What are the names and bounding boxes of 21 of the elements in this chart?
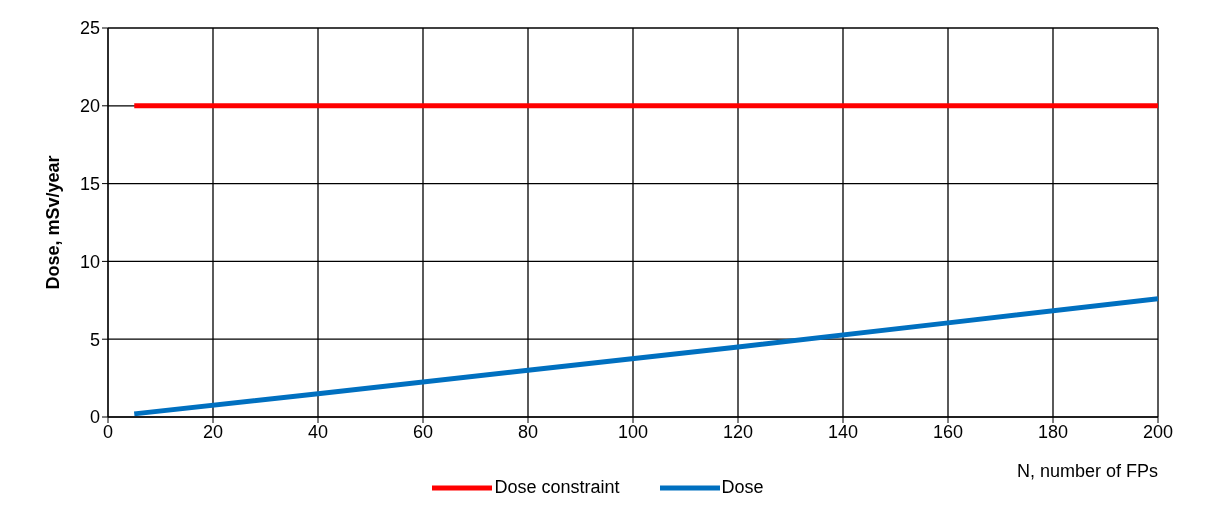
x-tick-label: 180 [1037, 421, 1069, 442]
x-tick-label: 0 [102, 421, 114, 442]
y-tick-label: 5 [89, 329, 100, 350]
x-tick-label: 20 [202, 421, 224, 442]
y-tick-label: 0 [89, 407, 100, 428]
x-tick-label: 160 [932, 421, 964, 442]
x-tick-label: 120 [722, 421, 754, 442]
x-tick-label: 40 [307, 421, 329, 442]
legend-label: Dose [720, 477, 764, 498]
y-tick-label: 15 [79, 173, 100, 194]
y-tick-label: 20 [79, 96, 100, 117]
y-axis-title: Dose, mSv/year [43, 155, 64, 290]
legend-label: Dose constraint [493, 477, 620, 498]
x-tick-label: 60 [412, 421, 434, 442]
x-axis-title: N, number of FPs [1016, 461, 1158, 481]
x-tick-label: 200 [1142, 421, 1174, 442]
x-tick-label: 100 [617, 421, 649, 442]
y-tick-label: 25 [79, 18, 100, 39]
x-tick-label: 140 [827, 421, 859, 442]
y-tick-label: 10 [79, 251, 100, 272]
x-tick-label: 80 [517, 421, 539, 442]
